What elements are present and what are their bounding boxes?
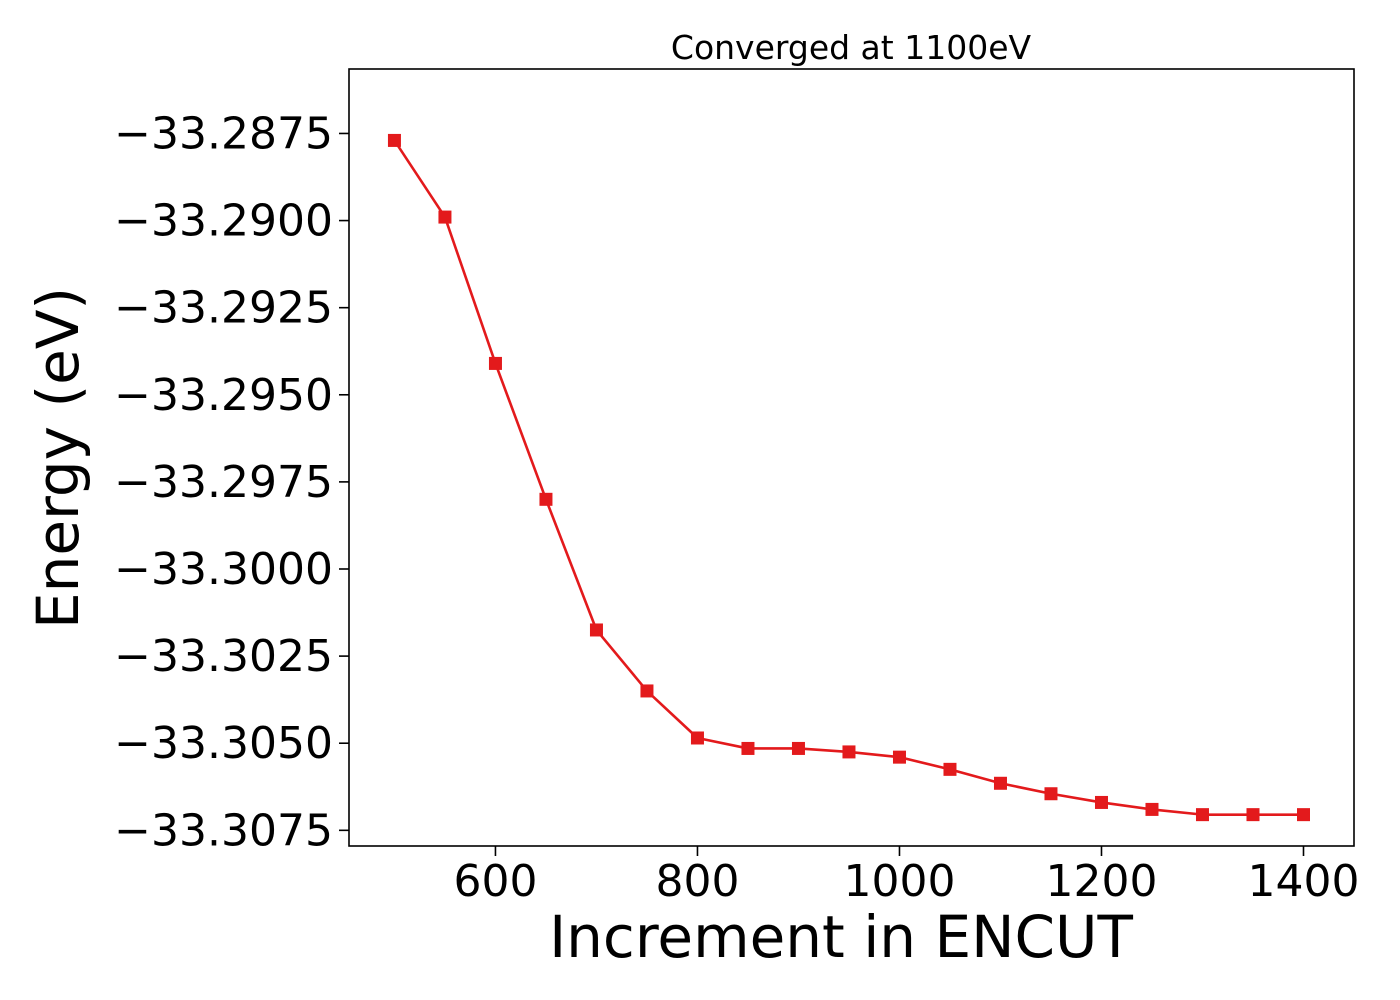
data-point-marker [892,750,906,764]
y-tick-label: −33.2875 [114,108,333,159]
data-point-marker [589,623,603,637]
plot-frame [348,68,1355,847]
x-axis-label: Increment in ENCUT [549,903,1133,971]
data-point-marker [1145,802,1159,816]
data-point-marker [539,492,553,506]
data-point-marker [488,356,502,370]
x-tick-label: 1400 [1248,856,1360,907]
x-tick-label: 600 [453,856,537,907]
data-point-marker [943,762,957,776]
y-tick-label: −33.2900 [114,196,333,247]
y-tick-label: −33.3025 [114,631,333,682]
data-point-marker [993,776,1007,790]
data-point-marker [1044,787,1058,801]
data-point-marker [1094,795,1108,809]
y-tick-label: −33.3000 [114,544,333,595]
y-axis-label: Energy (eV) [24,287,92,629]
data-point-marker [1195,808,1209,822]
series-line [393,139,1304,816]
data-point-marker [438,210,452,224]
data-point-marker [640,684,654,698]
data-point-marker [741,741,755,755]
y-tick-label: −33.2925 [114,283,333,334]
y-tick-label: −33.3050 [114,718,333,769]
x-tick-label: 1200 [1045,856,1157,907]
data-point-marker [842,745,856,759]
plot-area: −33.2875 −33.2900 −33.2925 −33.2950 −33.2975… [114,68,1360,907]
data-point-marker [387,133,401,147]
data-point-marker [791,741,805,755]
chart-title: Converged at 1100eV [671,28,1032,67]
data-point-marker [1297,808,1310,822]
y-tick-label: −33.2950 [114,370,333,421]
y-tick-label: −33.3075 [114,805,333,856]
y-tick-label: −33.2975 [114,457,333,508]
data-point-marker [690,731,704,745]
x-tick-label: 1000 [843,856,955,907]
x-tick-label: 800 [655,856,739,907]
data-point-marker [1246,808,1260,822]
